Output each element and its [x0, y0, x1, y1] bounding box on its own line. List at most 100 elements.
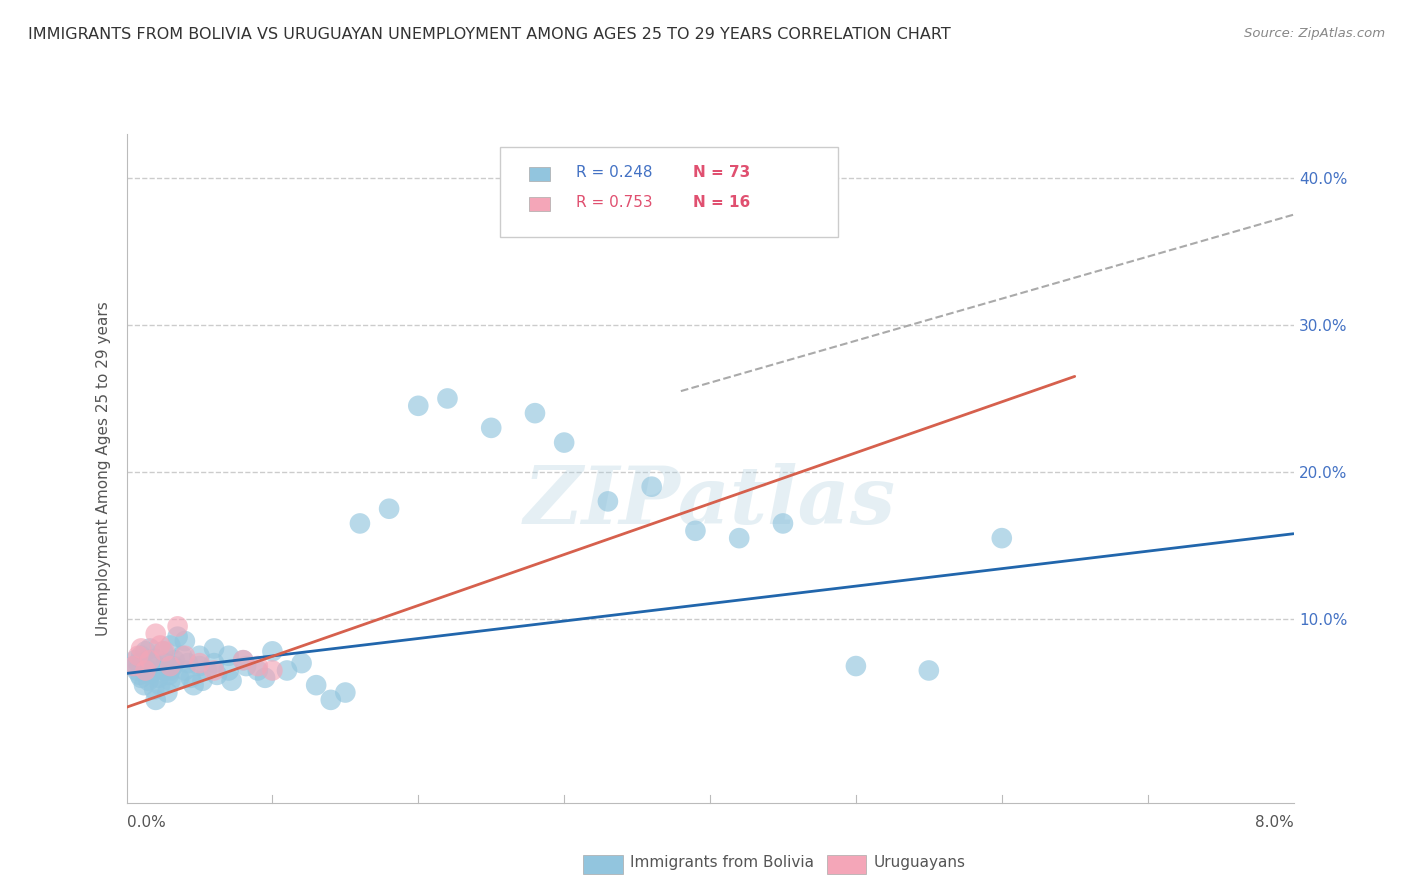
Point [290, 656, 312, 670]
Point [167, 671, 190, 685]
Point [145, 693, 167, 707]
Point [596, 494, 619, 508]
Point [128, 668, 150, 682]
Point [145, 659, 167, 673]
Point [191, 673, 214, 688]
Point [153, 664, 176, 678]
Point [553, 435, 575, 450]
Point [134, 664, 156, 678]
FancyBboxPatch shape [501, 147, 838, 237]
Point [188, 648, 211, 663]
Point [129, 648, 152, 663]
Point [918, 664, 941, 678]
Point [132, 678, 155, 692]
Point [159, 639, 181, 653]
Point [122, 659, 145, 673]
Point [188, 656, 211, 670]
Text: R = 0.248: R = 0.248 [576, 165, 652, 180]
Point [159, 673, 181, 688]
Point [202, 656, 225, 670]
FancyBboxPatch shape [529, 197, 550, 211]
Point [138, 673, 160, 688]
Point [188, 659, 211, 673]
Point [156, 685, 179, 699]
Point [262, 644, 284, 658]
Point [990, 531, 1012, 545]
Point [232, 653, 254, 667]
Text: R = 0.753: R = 0.753 [576, 195, 652, 211]
Point [335, 685, 357, 699]
Point [129, 641, 152, 656]
Point [127, 648, 149, 663]
Point [159, 659, 181, 673]
Point [134, 644, 156, 658]
Point [205, 668, 228, 682]
Point [479, 421, 502, 435]
Point [408, 399, 430, 413]
Point [202, 641, 225, 656]
Text: N = 73: N = 73 [693, 165, 749, 180]
FancyBboxPatch shape [827, 855, 866, 874]
FancyBboxPatch shape [529, 167, 550, 181]
Point [436, 392, 458, 406]
Point [246, 664, 269, 678]
Text: IMMIGRANTS FROM BOLIVIA VS URUGUAYAN UNEMPLOYMENT AMONG AGES 25 TO 29 YEARS CORR: IMMIGRANTS FROM BOLIVIA VS URUGUAYAN UNE… [28, 27, 950, 42]
Point [145, 626, 167, 640]
Point [177, 656, 200, 670]
Point [246, 659, 269, 673]
FancyBboxPatch shape [583, 855, 623, 874]
Point [143, 682, 166, 697]
Y-axis label: Unemployment Among Ages 25 to 29 years: Unemployment Among Ages 25 to 29 years [96, 301, 111, 636]
Point [232, 653, 254, 667]
Point [139, 641, 162, 656]
Point [685, 524, 707, 538]
Point [180, 671, 202, 685]
Point [122, 659, 145, 673]
Point [145, 651, 167, 665]
Point [153, 644, 176, 658]
Point [195, 664, 218, 678]
Point [262, 664, 284, 678]
Point [640, 480, 664, 494]
Point [174, 664, 197, 678]
Point [159, 664, 181, 678]
Point [218, 664, 240, 678]
Point [155, 656, 177, 670]
Point [166, 630, 188, 644]
Point [157, 668, 180, 682]
Text: Uruguayans: Uruguayans [873, 855, 965, 870]
Text: N = 16: N = 16 [693, 195, 749, 211]
Point [149, 678, 172, 692]
Point [166, 619, 188, 633]
Point [148, 671, 170, 685]
Text: Source: ZipAtlas.com: Source: ZipAtlas.com [1244, 27, 1385, 40]
Point [163, 653, 186, 667]
Text: 8.0%: 8.0% [1254, 814, 1294, 830]
Point [728, 531, 751, 545]
Point [152, 644, 174, 658]
Point [142, 655, 165, 669]
Point [170, 648, 193, 663]
Point [523, 406, 546, 420]
Point [202, 664, 225, 678]
Point [141, 666, 163, 681]
Point [149, 639, 172, 653]
Point [127, 656, 149, 670]
Point [183, 678, 205, 692]
Point [174, 648, 197, 663]
Point [129, 671, 152, 685]
Point [125, 664, 148, 678]
Point [845, 659, 868, 673]
Point [139, 653, 162, 667]
Point [162, 659, 184, 673]
Point [378, 501, 401, 516]
Text: Immigrants from Bolivia: Immigrants from Bolivia [630, 855, 814, 870]
Point [235, 659, 257, 673]
Point [772, 516, 794, 531]
Point [254, 671, 277, 685]
Point [221, 673, 243, 688]
Point [319, 693, 342, 707]
Point [349, 516, 371, 531]
Point [305, 678, 328, 692]
Point [218, 648, 240, 663]
